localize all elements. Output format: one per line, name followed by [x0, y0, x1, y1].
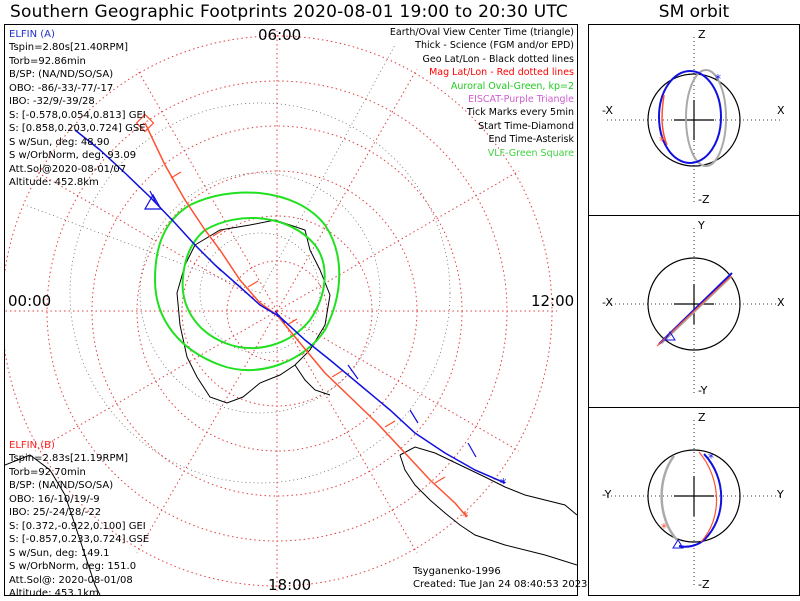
elfin-b-line: S w/OrbNorm, deg: 151.0: [9, 561, 137, 572]
hour-label-bottom: 18:00: [268, 576, 312, 594]
legend-item: End Time-Asterisk: [488, 134, 574, 146]
sm-axis-bottom: -Y: [698, 384, 708, 397]
hour-label-right: 12:00: [531, 292, 575, 310]
sm-axis-bottom: -Z: [698, 193, 710, 206]
polar-map-frame: * * ELFIN (A) Tspin=2.80s[21.40RPM] Torb…: [4, 24, 587, 599]
elfin-a-line: Tspin=2.80s[21.40RPM]: [9, 42, 129, 53]
elfin-b-line: Att.Sol@: 2020-08-01/08: [9, 574, 133, 586]
sm-orbit-plot: * *: [607, 420, 781, 586]
sm-axis-left: -X: [602, 296, 613, 309]
elfin-b-line: S w/Sun, deg: 149.1: [9, 547, 110, 559]
elfin-b-line: Tspin=2.83s[21.19RPM]: [9, 453, 129, 464]
elfin-b-line: S: [0.372,-0.922,0.100] GEI: [9, 520, 146, 532]
legend-item: VLF-Green Square: [487, 147, 574, 159]
elfin-a-line: S: [0.858,0.203,0.724] GSE: [9, 123, 146, 134]
sm-orbit-plot: [607, 228, 781, 396]
elfin-a-track: *: [74, 129, 507, 492]
elfin-b-line: Altitude: 453.1km: [9, 588, 99, 599]
legend-item: Earth/Oval View Center Time (triangle): [389, 27, 574, 38]
page-title: Southern Geographic Footprints 2020-08-0…: [9, 2, 568, 22]
south-america-coastline: [399, 446, 577, 566]
svg-text:*: *: [708, 451, 714, 465]
mag-grid-spokes: [5, 31, 557, 591]
africa-coastline: [5, 454, 101, 595]
sm-axis-top: Z: [698, 411, 706, 424]
sm-orbit-plot: * *: [607, 37, 781, 203]
sm-orbit-panel-xz: * * Z -Z -X X: [588, 24, 800, 216]
elfin-a-line: S w/Sun, deg: 48.90: [9, 136, 110, 148]
legend-item: Mag Lat/Lon - Red dotted lines: [429, 67, 574, 79]
geo-grid: [24, 44, 451, 484]
legend-item: Start Time-Diamond: [478, 120, 574, 132]
legend-item: EISCAT-Purple Triangle: [468, 94, 574, 106]
elfin-b-name: ELFIN (B): [9, 440, 55, 451]
elfin-a-line: Altitude: 452.8km: [9, 177, 99, 188]
elfin-a-line: Torb=92.86min: [9, 55, 86, 67]
sm-axis-right: X: [777, 296, 785, 309]
sm-orbit-panel-yz: * * Z -Z -Y Y: [588, 407, 800, 596]
elfin-a-info: Tspin=2.80s[21.40RPM] Torb=92.86min B/SP…: [9, 41, 146, 190]
svg-text:*: *: [715, 72, 721, 86]
legend-item: Auroral Oval-Green, kp=2: [450, 80, 574, 92]
hour-label-left: 00:00: [8, 292, 52, 310]
sm-axis-right: X: [777, 104, 785, 117]
auroral-oval-outer: [153, 191, 341, 372]
svg-text:*: *: [659, 134, 665, 148]
sm-axis-left: -Y: [602, 488, 612, 501]
sm-axis-top: Z: [698, 28, 706, 41]
elfin-a-name: ELFIN (A): [9, 29, 55, 40]
sm-orbit-panel-xy: Y -Y -X X: [588, 215, 800, 408]
elfin-b-line: B/SP: (NA/ND/SO/SA): [9, 480, 114, 491]
hour-label-top: 06:00: [258, 26, 302, 44]
elfin-a-line: OBO: -86/-33/-77/-17: [9, 82, 114, 94]
footer-created: Created: Tue Jan 24 08:40:53 2023: [413, 579, 588, 590]
legend-item: Thick - Science (FGM and/or EPD): [415, 40, 574, 52]
elfin-a-line: S: [-0.578,0.054,0.813] GEI: [9, 109, 146, 121]
svg-text:*: *: [500, 477, 507, 492]
elfin-b-line: OBO: 16/-10/19/-9: [9, 493, 100, 505]
sm-axis-left: -X: [602, 104, 613, 117]
legend: Earth/Oval View Center Time (triangle) T…: [390, 26, 574, 160]
svg-text:*: *: [661, 521, 667, 535]
auroral-oval-inner: [181, 217, 326, 350]
sm-axis-bottom: -Z: [698, 578, 710, 591]
sm-axis-right: Y: [777, 488, 784, 501]
elfin-b-line: IBO: 25/-24/28/-22: [9, 507, 102, 518]
elfin-b-track: *: [135, 113, 469, 525]
elfin-a-line: S w/OrbNorm, deg: 93.09: [9, 150, 137, 161]
footer-model: Tsyganenko-1996: [413, 566, 501, 577]
sm-orbit-title: SM orbit: [658, 2, 730, 22]
legend-item: Tick Marks every 5min: [466, 107, 574, 119]
elfin-a-line: B/SP: (NA/ND/SO/SA): [9, 69, 114, 80]
elfin-a-line: Att.Sol@2020-08-01/07: [9, 163, 127, 175]
sm-axis-top: Y: [698, 219, 705, 232]
legend-item: Geo Lat/Lon - Black dotted lines: [422, 53, 574, 65]
elfin-a-line: IBO: -32/9/-39/28: [9, 96, 95, 107]
polar-map: * *: [5, 31, 577, 595]
elfin-b-line: Torb=92.70min: [9, 466, 86, 478]
elfin-b-info: Tspin=2.83s[21.19RPM] Torb=92.70min B/SP…: [9, 452, 149, 601]
svg-text:*: *: [462, 510, 469, 525]
elfin-b-line: S: [-0.857,0.233,0.724] GSE: [9, 534, 150, 545]
